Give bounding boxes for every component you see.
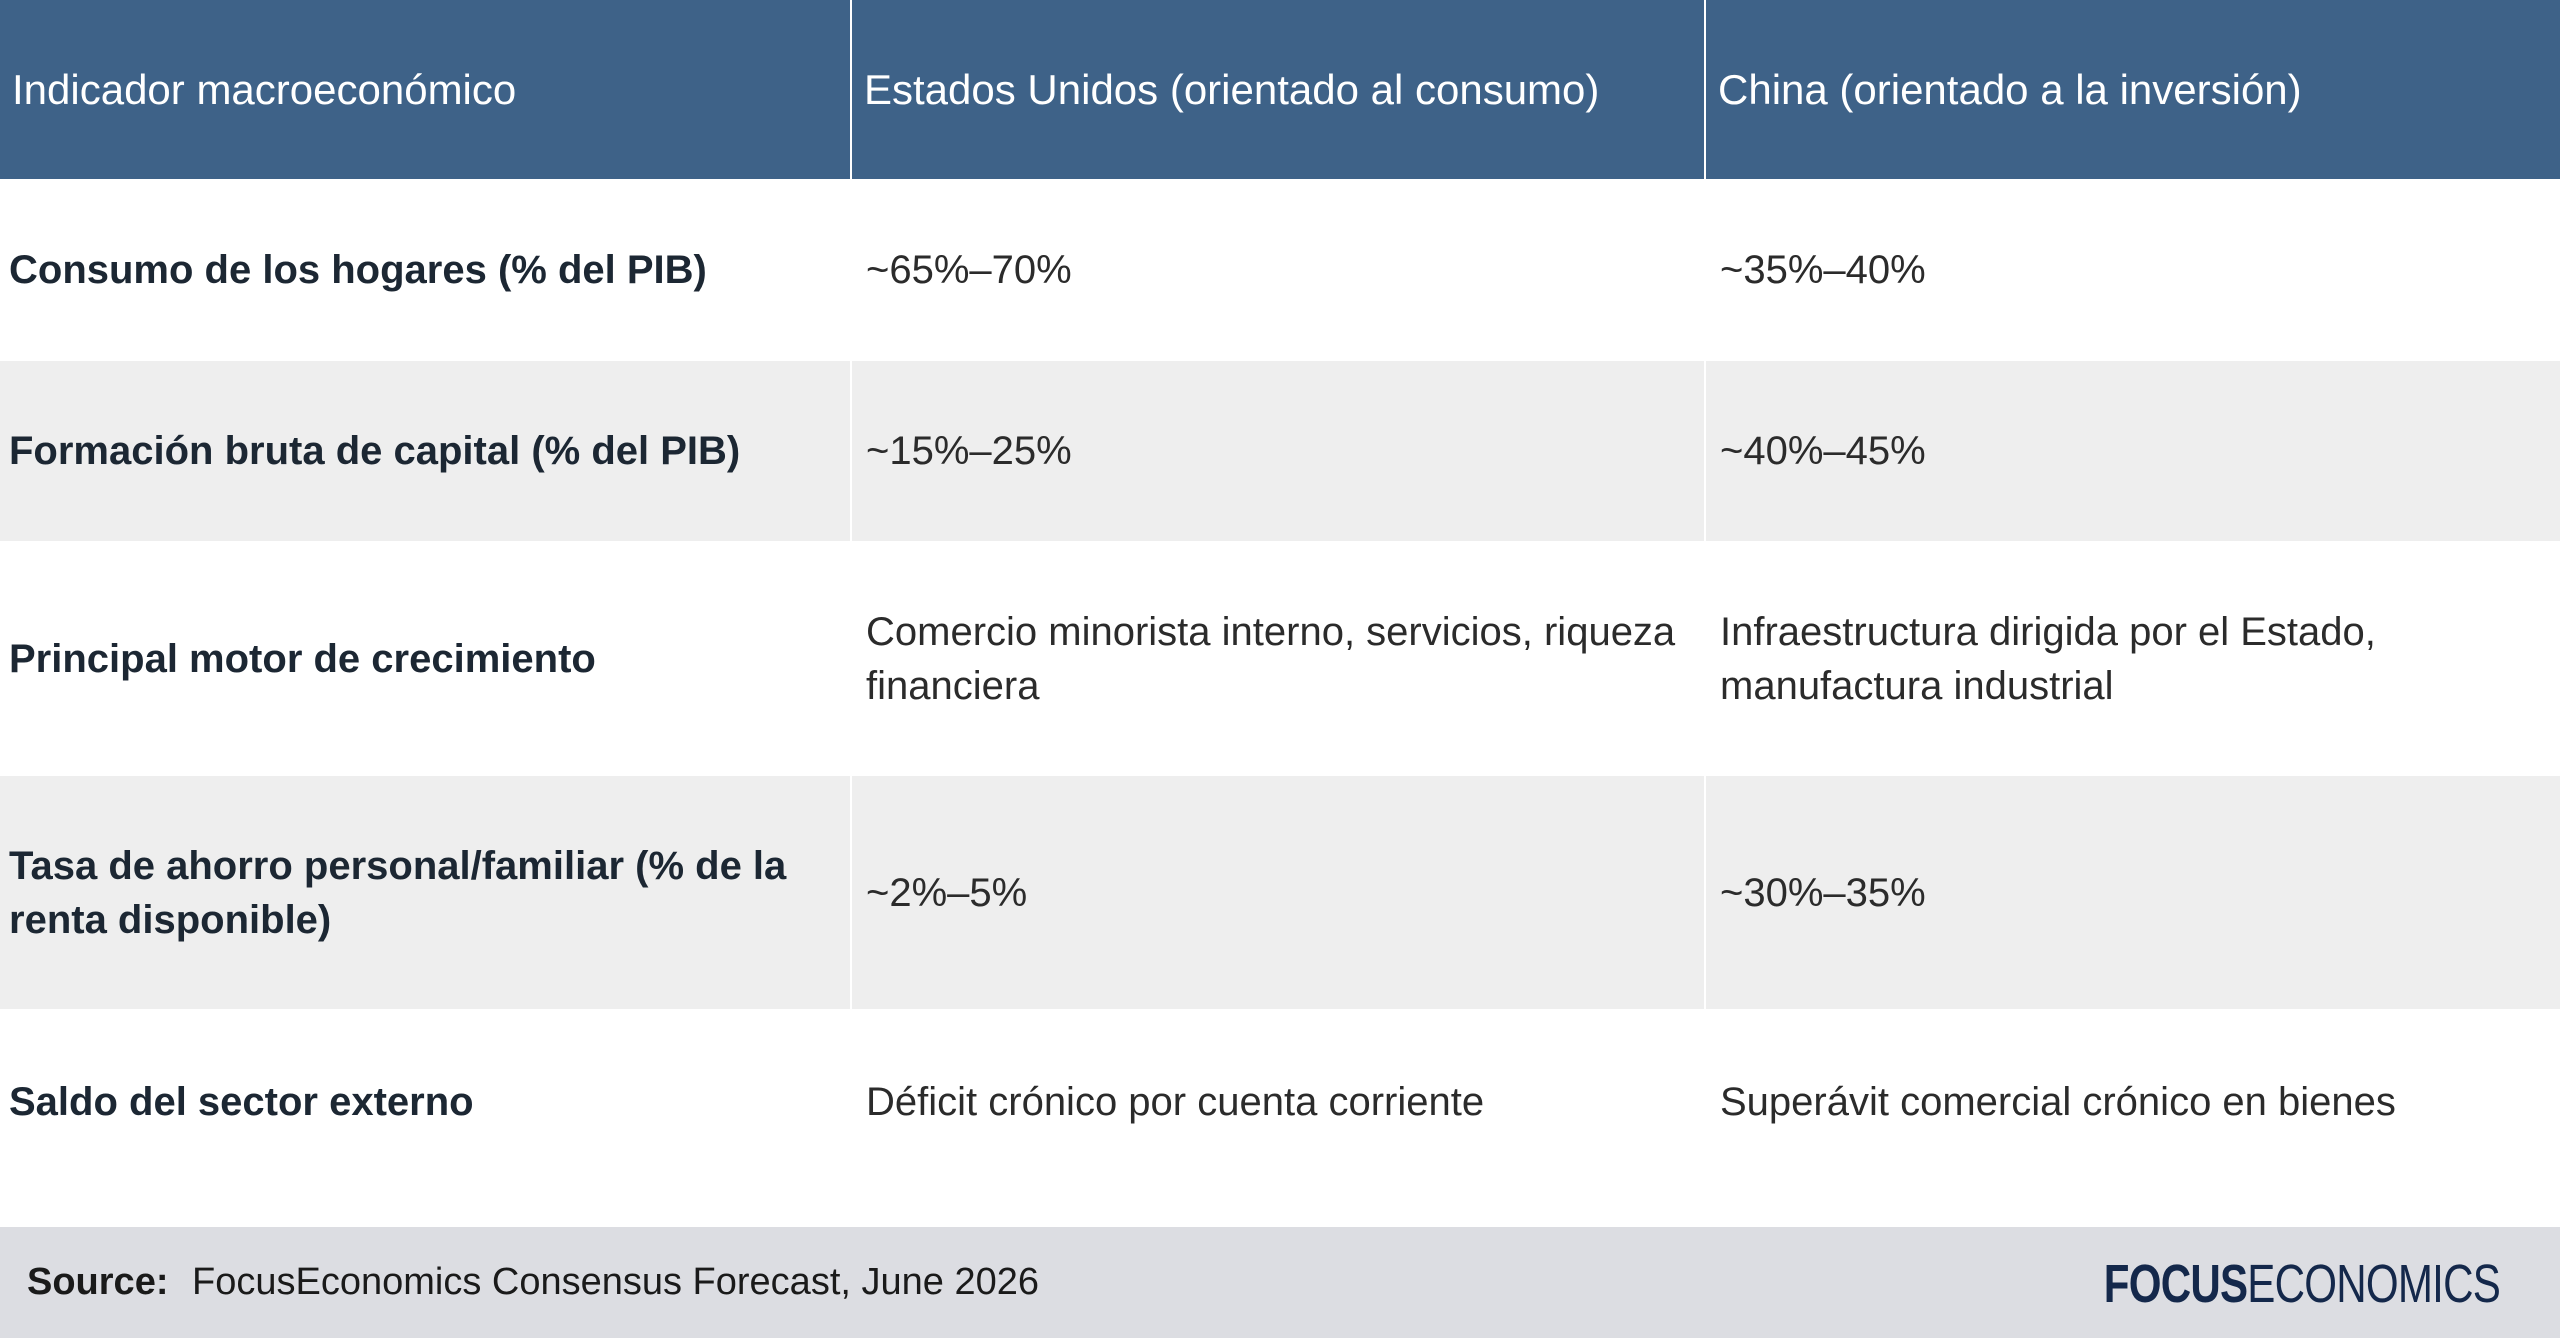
header-row: Indicador macroeconómico Estados Unidos … [0, 0, 2560, 179]
row-us-value: ~2%–5% [850, 776, 1705, 1009]
source-label: Source: [27, 1261, 169, 1303]
row-us-value: Comercio minorista interno, servicios, r… [850, 541, 1705, 776]
comparison-table: Indicador macroeconómico Estados Unidos … [0, 0, 2560, 1195]
source-text: FocusEconomics Consensus Forecast, June … [192, 1261, 1039, 1303]
source-footer: Source: FocusEconomics Consensus Forecas… [0, 1227, 2560, 1338]
logo-light-text: ECONOMICS [2247, 1254, 2501, 1314]
table-header: Indicador macroeconómico Estados Unidos … [0, 0, 2560, 179]
row-indicator: Tasa de ahorro personal/familiar (% de l… [0, 776, 851, 1009]
row-us-value: ~15%–25% [850, 361, 1705, 541]
row-us-value: Déficit crónico por cuenta corriente [850, 1009, 1705, 1195]
table-body: Consumo de los hogares (% del PIB) ~65%–… [0, 179, 2560, 1195]
row-china-value: ~30%–35% [1704, 776, 2560, 1009]
header-china: China (orientado a la inversión) [1704, 0, 2560, 179]
table-row: Formación bruta de capital (% del PIB) ~… [0, 361, 2560, 541]
focuseconomics-logo: FOCUSECONOMICS [2103, 1254, 2501, 1314]
table-row: Tasa de ahorro personal/familiar (% de l… [0, 776, 2560, 1009]
table-row: Principal motor de crecimiento Comercio … [0, 541, 2560, 776]
row-china-value: Superávit comercial crónico en bienes [1704, 1009, 2560, 1195]
header-us: Estados Unidos (orientado al consumo) [850, 0, 1705, 179]
row-indicator: Consumo de los hogares (% del PIB) [0, 179, 851, 361]
table-row: Consumo de los hogares (% del PIB) ~65%–… [0, 179, 2560, 361]
row-china-value: ~40%–45% [1704, 361, 2560, 541]
row-china-value: Infraestructura dirigida por el Estado, … [1704, 541, 2560, 776]
row-indicator: Principal motor de crecimiento [0, 541, 851, 776]
row-us-value: ~65%–70% [850, 179, 1705, 361]
row-china-value: ~35%–40% [1704, 179, 2560, 361]
logo-bold-text: FOCUS [2103, 1254, 2248, 1314]
header-indicator: Indicador macroeconómico [0, 0, 851, 179]
row-indicator: Saldo del sector externo [0, 1009, 851, 1195]
table-row: Saldo del sector externo Déficit crónico… [0, 1009, 2560, 1195]
row-indicator: Formación bruta de capital (% del PIB) [0, 361, 851, 541]
